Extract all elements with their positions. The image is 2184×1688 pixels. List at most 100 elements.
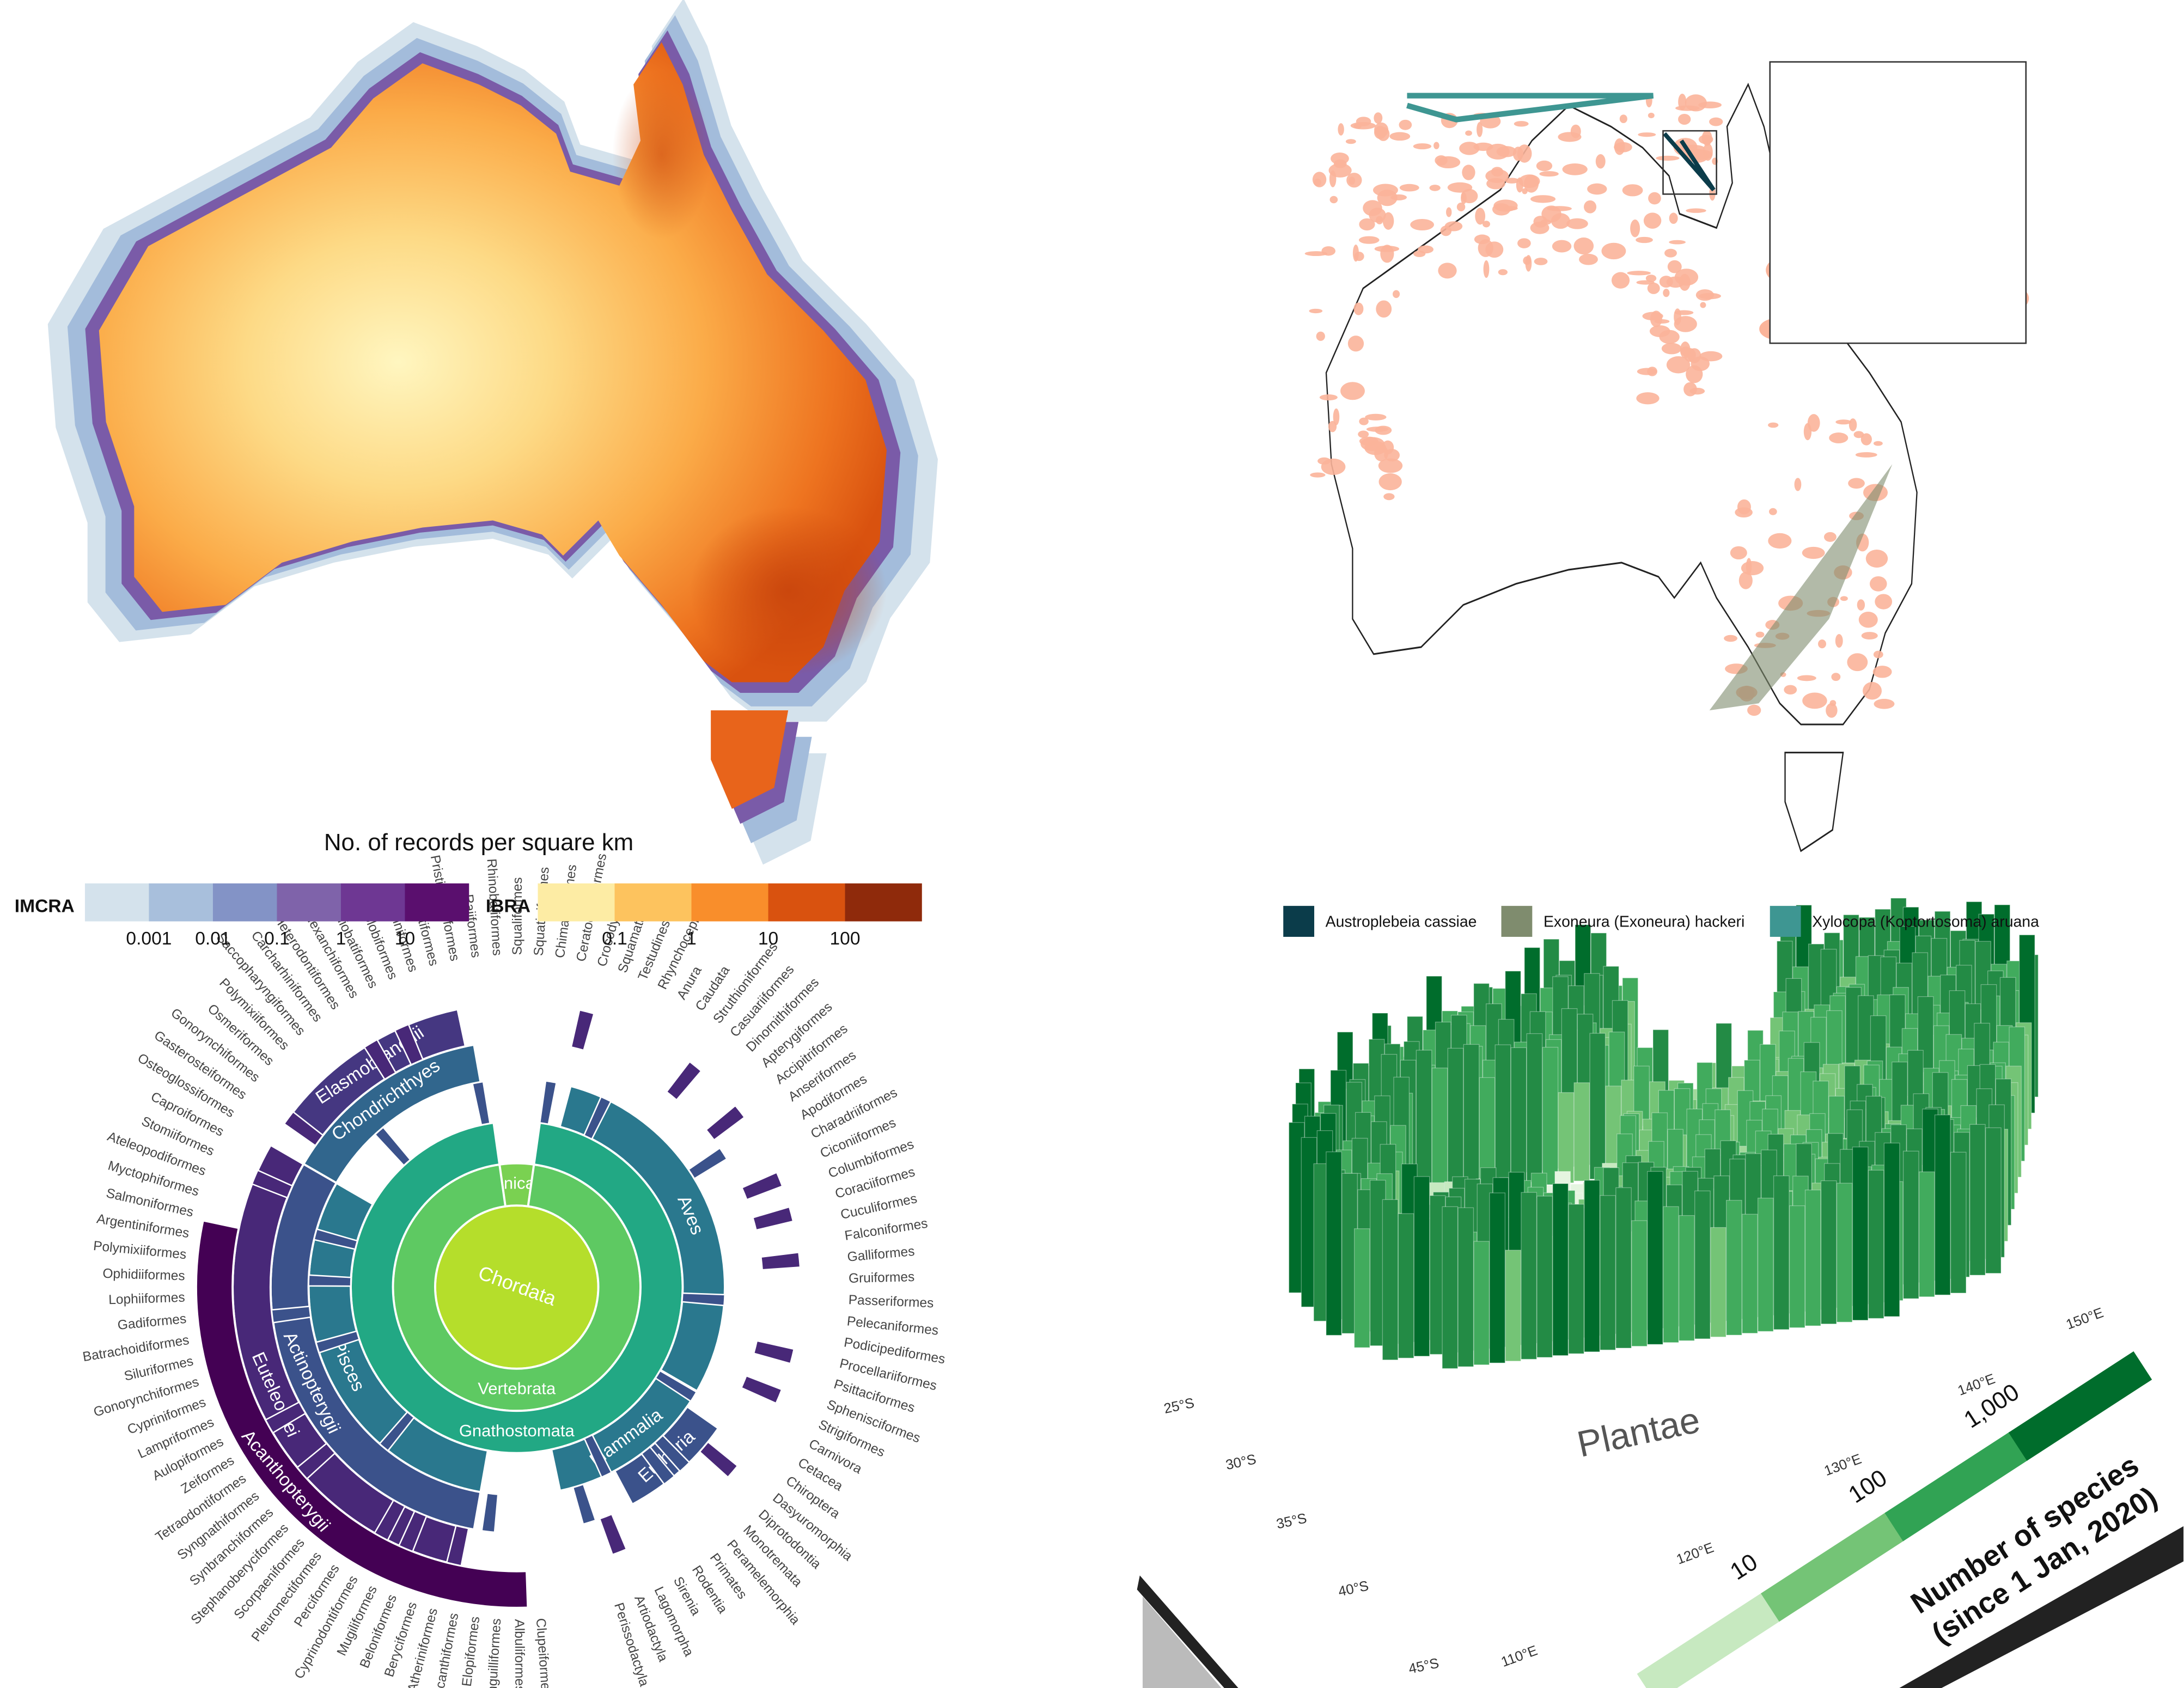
occurrence (1679, 273, 1691, 291)
sunburst-leaf (296, 1442, 336, 1480)
imcra-label: IMCRA (15, 897, 75, 917)
occurrence (1648, 192, 1661, 205)
occurrence (1630, 220, 1640, 237)
occurrence (1304, 251, 1328, 257)
occurrence (1648, 112, 1655, 119)
ibra-swatch (691, 883, 768, 922)
occurrence (1410, 218, 1435, 231)
occurrence (1659, 330, 1680, 344)
bar-column (1852, 1147, 1869, 1321)
occurrence (1477, 122, 1483, 137)
occurrence (1622, 184, 1643, 197)
occurrence (1478, 239, 1493, 257)
order-label: Ophidiiformes (102, 1266, 185, 1284)
occurrence (1666, 356, 1691, 374)
occurrence (1701, 130, 1712, 146)
bar-column (1868, 1169, 1884, 1319)
occurrence (1784, 685, 1797, 694)
bar-column (1413, 1176, 1430, 1357)
occurrence (1768, 508, 1777, 515)
occurrence (1858, 612, 1878, 628)
imcra-swatch (405, 883, 469, 922)
sunburst-leaf (379, 1411, 416, 1452)
occurrence (1741, 560, 1764, 576)
occurrence (1447, 182, 1473, 193)
order-label: Clupeiformes (533, 1618, 553, 1688)
ibra-tick: 0.1 (602, 929, 627, 949)
occurrence (1724, 635, 1737, 642)
bar-column (1473, 1241, 1490, 1366)
occurrence (1523, 256, 1531, 265)
occurrence (1446, 207, 1452, 217)
occurrence (1855, 452, 1877, 458)
lat-label: 25°S (1162, 1396, 1195, 1417)
legend-label: Xylocopa (Koptortosoma) aruana (1812, 913, 2039, 931)
occurrence (1503, 206, 1518, 211)
occurrence (1636, 392, 1660, 405)
order-label: Albuliformes (512, 1619, 527, 1688)
occurrence (1663, 289, 1670, 297)
lon-label: 130°E (1822, 1452, 1864, 1479)
occurrence (1654, 319, 1670, 324)
occurrence (1310, 472, 1326, 478)
imcra-swatch (149, 883, 213, 922)
occurrence (1678, 93, 1687, 111)
occurrence (1857, 599, 1865, 611)
occurrence (1869, 576, 1887, 592)
legend-tick: 10 (1725, 1549, 1762, 1586)
occurrence (1689, 149, 1713, 160)
occurrence (1645, 275, 1657, 282)
occurrence (1699, 351, 1723, 362)
sunburst-leaf (599, 1513, 627, 1556)
legend-label: Exoneura (Exoneura) hackeri (1544, 913, 1744, 931)
occurrence (1861, 632, 1878, 640)
occurrence (1747, 704, 1761, 716)
legend-label: Austroplebeia cassiae (1326, 913, 1477, 931)
occurrence (1399, 184, 1419, 192)
occurrence (1459, 142, 1480, 155)
occurrence (1829, 432, 1849, 443)
imcra-swatch (84, 883, 149, 922)
lon-label: 120°E (1675, 1540, 1716, 1567)
occurrence (1534, 258, 1548, 265)
sunburst-leaf (313, 1228, 358, 1251)
sunburst-leaf (373, 1499, 406, 1541)
occurrence (1873, 650, 1883, 659)
occurrence (1475, 208, 1486, 225)
occurrence (1540, 219, 1552, 225)
occurrence (1461, 192, 1467, 204)
sunburst-label: Gnathostomata (459, 1421, 575, 1440)
occurrence (1826, 703, 1838, 718)
occurrence (1374, 112, 1383, 124)
imcra-swatch (212, 883, 277, 922)
bar-column (1836, 1183, 1853, 1323)
bar-column (1510, 1047, 1527, 1189)
bar-column (1647, 1171, 1663, 1345)
occurrence (1768, 422, 1779, 428)
bar-column (1918, 1171, 1935, 1297)
sunburst-segment (282, 1008, 467, 1148)
occurrence (1768, 533, 1792, 549)
occurrence (1514, 121, 1529, 127)
occurrence (1656, 155, 1680, 161)
track (1663, 132, 1716, 192)
occurrence (1340, 382, 1365, 400)
bar-column (1542, 1046, 1559, 1185)
occurrence (1333, 408, 1340, 425)
sunburst-leaf (394, 1023, 424, 1066)
bar-column (1521, 1192, 1538, 1360)
occurrence (1637, 368, 1657, 375)
occurrence (1536, 160, 1553, 172)
sunburst-leaf (760, 1251, 801, 1271)
sunburst-leaf (740, 1375, 783, 1404)
bar-column (1589, 1033, 1606, 1180)
bar-column (1463, 1044, 1480, 1195)
occurrence (1643, 212, 1662, 229)
bar-column (1820, 1180, 1837, 1325)
ibra-swatch (614, 883, 692, 922)
occurrence (1860, 433, 1872, 446)
sunburst-leaf (446, 1525, 469, 1567)
occurrence (1366, 426, 1389, 432)
hull (1709, 464, 1893, 711)
occurrence (1376, 216, 1383, 224)
